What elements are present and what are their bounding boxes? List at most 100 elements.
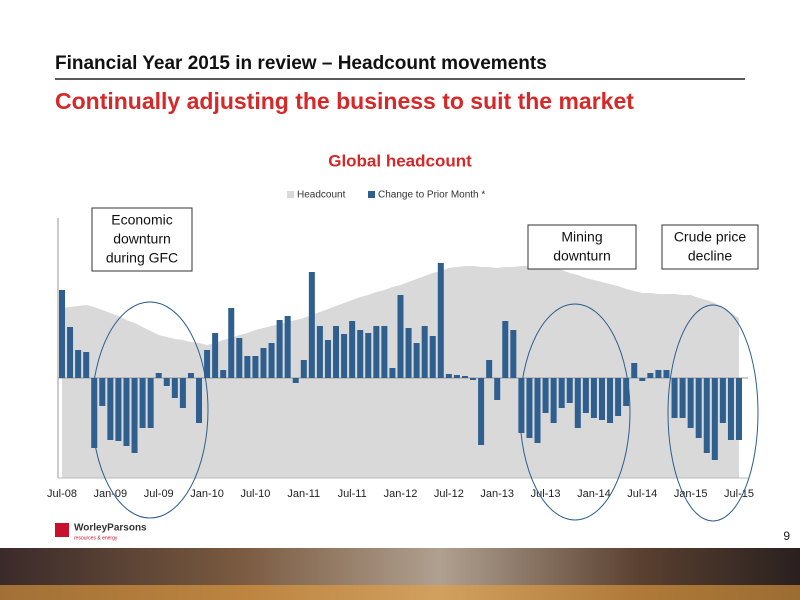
slide-subtitle: Continually adjusting the business to su…	[55, 88, 634, 114]
bar	[445, 374, 452, 378]
bar	[461, 376, 468, 378]
x-tick-label: Jul-15	[724, 488, 754, 500]
bar	[486, 360, 493, 378]
x-tick-label: Jan-13	[480, 488, 514, 500]
bar	[453, 375, 460, 378]
annotation-text: downturn	[113, 231, 171, 247]
bar	[341, 334, 348, 378]
slide-title: Financial Year 2015 in review – Headcoun…	[55, 53, 547, 74]
legend-swatch	[287, 191, 294, 198]
bar	[615, 378, 622, 416]
bar	[316, 326, 323, 378]
bar	[607, 378, 614, 423]
annotation-box	[661, 224, 759, 270]
bar	[590, 378, 597, 418]
x-tick-label: Jan-12	[384, 488, 418, 500]
bar	[413, 343, 420, 378]
bar	[631, 363, 638, 378]
bar	[518, 378, 525, 433]
chart: Jul-08 Jan-09 Jul-09 Jan-10 Jul-10 Jan-11 Jul-…	[47, 190, 759, 522]
annotation-box	[91, 207, 193, 272]
bar	[236, 338, 243, 378]
bar	[695, 378, 702, 438]
bar	[75, 350, 82, 378]
logo-icon	[55, 523, 69, 537]
legend-swatch	[368, 191, 375, 198]
bar	[719, 378, 726, 423]
bar	[558, 378, 565, 408]
bar	[357, 330, 364, 378]
bar	[171, 378, 178, 398]
bar	[478, 378, 485, 445]
x-tick-label: Jul-14	[627, 488, 657, 500]
bar	[437, 263, 444, 378]
highlight-ellipse	[519, 303, 631, 521]
bar	[260, 348, 267, 378]
annotation-text: downturn	[553, 248, 611, 264]
bar	[187, 373, 194, 378]
bar	[155, 373, 162, 378]
bar	[115, 378, 122, 441]
bar	[429, 336, 436, 378]
bar	[91, 378, 98, 448]
highlight-ellipse	[91, 301, 209, 519]
bar	[59, 290, 65, 378]
bar	[204, 350, 211, 378]
page-number: 9	[783, 529, 790, 543]
x-tick-label: Jul-11	[338, 488, 367, 500]
bar	[308, 272, 315, 378]
bar	[703, 378, 710, 453]
bar	[389, 368, 396, 378]
bar	[687, 378, 694, 428]
bar	[574, 378, 581, 428]
bar	[502, 321, 509, 378]
bar	[147, 378, 154, 428]
x-tick-label: Jul-13	[531, 488, 561, 500]
annotation-text: Crude price	[674, 229, 747, 245]
legend-label: Headcount	[297, 190, 346, 201]
photo-lights	[0, 585, 800, 600]
bar	[397, 295, 404, 378]
bar	[163, 378, 170, 386]
bar	[131, 378, 138, 453]
bar	[268, 343, 275, 378]
x-tick-label: Jul-08	[47, 488, 77, 500]
x-tick-label: Jan-10	[190, 488, 224, 500]
bar	[365, 333, 372, 378]
bar	[566, 378, 573, 403]
bar	[212, 333, 219, 378]
bar	[526, 378, 533, 438]
bar	[639, 378, 646, 381]
bar	[598, 378, 605, 420]
x-tick-label: Jul-10	[240, 488, 270, 500]
bar	[333, 326, 340, 378]
bar	[300, 360, 307, 378]
annotation-text: decline	[688, 248, 733, 264]
bar	[421, 326, 428, 378]
x-tick-label: Jul-12	[434, 488, 464, 500]
bar	[663, 370, 670, 378]
bar	[252, 356, 259, 378]
bar	[324, 340, 331, 378]
bar	[510, 330, 517, 378]
x-tick-label: Jan-09	[94, 488, 128, 500]
bar	[381, 326, 388, 378]
x-tick-label: Jan-14	[577, 488, 611, 500]
bar	[123, 378, 130, 446]
tagline: resources & energy	[74, 535, 118, 541]
annotation-box	[527, 224, 637, 270]
bar	[405, 328, 412, 378]
bar	[623, 378, 630, 406]
bar	[534, 378, 541, 443]
bar	[99, 378, 106, 406]
bar	[582, 378, 589, 413]
bar	[67, 327, 74, 378]
bar	[550, 378, 557, 423]
bar	[373, 326, 380, 378]
bar	[494, 378, 501, 400]
bar	[244, 356, 251, 378]
annotation-text: Mining	[561, 229, 602, 245]
bar	[228, 308, 235, 378]
bar	[470, 378, 477, 380]
bar	[647, 373, 654, 378]
